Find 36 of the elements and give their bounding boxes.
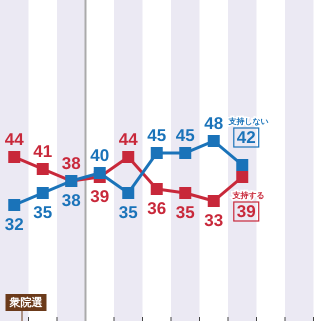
- point: [208, 195, 220, 207]
- point: [36, 187, 49, 199]
- data-label: 33: [204, 211, 224, 230]
- data-label: 41: [33, 142, 52, 161]
- data-label: 44: [118, 130, 138, 149]
- series-label: 支持しない: [227, 117, 268, 126]
- point: [36, 163, 49, 175]
- point: [179, 147, 192, 159]
- point: [122, 151, 134, 163]
- point: [8, 199, 20, 211]
- data-label: 38: [62, 191, 81, 210]
- data-label: 35: [176, 203, 195, 222]
- data-label: 32: [4, 215, 24, 234]
- data-label: 45: [176, 126, 195, 145]
- point: [236, 159, 248, 171]
- data-label: 36: [147, 199, 166, 218]
- point: [208, 135, 220, 147]
- data-label: 44: [4, 130, 24, 149]
- point: [94, 167, 106, 179]
- data-label: 35: [118, 203, 138, 222]
- point: [150, 147, 163, 159]
- data-label: 45: [147, 126, 166, 145]
- point: [122, 187, 134, 199]
- point: [179, 187, 192, 199]
- annotation: 衆院選: [6, 294, 46, 321]
- data-label: 39: [236, 202, 256, 221]
- point: [236, 171, 248, 183]
- data-label: 38: [62, 154, 81, 173]
- data-label: 35: [33, 203, 52, 222]
- series-label: 支持する: [231, 191, 264, 200]
- data-label: 48: [204, 114, 224, 133]
- data-label: 39: [90, 187, 110, 206]
- point: [8, 151, 20, 163]
- data-label: 40: [90, 146, 110, 165]
- data-label: 42: [236, 128, 256, 147]
- point: [150, 183, 163, 195]
